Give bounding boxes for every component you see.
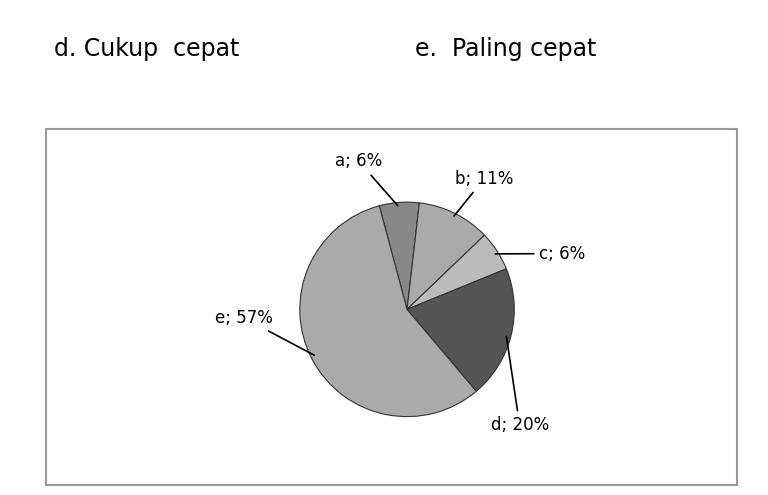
Wedge shape bbox=[407, 203, 485, 309]
Text: d. Cukup  cepat: d. Cukup cepat bbox=[54, 37, 239, 61]
Wedge shape bbox=[379, 202, 419, 309]
Text: a; 6%: a; 6% bbox=[335, 152, 398, 206]
Text: e; 57%: e; 57% bbox=[215, 309, 314, 355]
Wedge shape bbox=[407, 235, 506, 309]
Text: d; 20%: d; 20% bbox=[491, 337, 549, 434]
Wedge shape bbox=[407, 269, 515, 391]
Text: b; 11%: b; 11% bbox=[454, 169, 514, 216]
Wedge shape bbox=[300, 206, 476, 417]
Text: c; 6%: c; 6% bbox=[495, 245, 586, 263]
Text: e.  Paling cepat: e. Paling cepat bbox=[415, 37, 596, 61]
